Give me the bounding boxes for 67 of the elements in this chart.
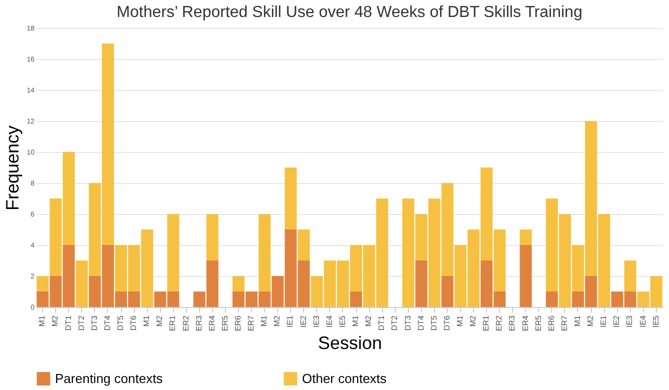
x-tick-label: DT2: [390, 314, 400, 331]
bar: [350, 292, 362, 307]
x-tick-label: ER6: [234, 314, 243, 332]
x-tick-label: M1: [142, 314, 152, 327]
legend-label: Other contexts: [302, 370, 388, 386]
x-tick-label: IE5: [338, 314, 347, 328]
x-tick-label: IE4: [324, 314, 334, 328]
bar: [298, 230, 310, 260]
x-tick-label: DT5: [116, 314, 125, 331]
x-tick-label: DT5: [429, 314, 438, 331]
x-tick-label: M1: [455, 314, 464, 327]
bar: [167, 214, 180, 292]
x-tick-label: IE1: [599, 314, 608, 328]
x-tick-label: ER1: [168, 314, 178, 332]
chart-title: Mothers’ Reported Skill Use over 48 Weeks of DBT Skills Training: [116, 4, 582, 21]
x-tick-label: M2: [50, 314, 60, 327]
x-tick-label: M2: [468, 314, 478, 327]
x-tick-label: ER3: [508, 314, 517, 332]
bar: [520, 230, 532, 245]
x-tick-label: DT4: [416, 314, 426, 331]
bar: [36, 276, 49, 292]
x-axis-title: Session: [318, 333, 382, 354]
x-tick-label: ER2: [181, 314, 190, 332]
x-tick-label: IE5: [651, 314, 660, 328]
x-tick-label: M1: [351, 314, 360, 327]
bar: [415, 260, 428, 307]
x-tick-label: M2: [272, 314, 282, 327]
x-tick-label: DT6: [129, 314, 138, 331]
y-axis-title: Frequency: [2, 125, 23, 211]
x-tick-label: IE2: [612, 314, 622, 328]
x-tick-label: DT1: [64, 314, 73, 331]
bar: [284, 168, 297, 230]
x-tick-label: DT1: [377, 314, 386, 331]
x-tick-label: ER6: [546, 314, 556, 332]
x-tick-label: DT3: [403, 314, 412, 331]
x-tick-label: ER7: [246, 314, 256, 332]
x-tick-label: IE4: [638, 314, 648, 328]
x-tick-label: ER1: [482, 314, 491, 332]
x-tick-label: ER7: [560, 314, 569, 332]
bar: [546, 292, 558, 307]
x-tick-label: ER5: [220, 314, 230, 332]
x-tick-label: M1: [260, 314, 269, 327]
x-tick-label: ER5: [534, 314, 543, 332]
x-tick-label: ER3: [194, 314, 204, 332]
x-tick-label: ER2: [494, 314, 504, 332]
x-tick-label: M1: [573, 314, 582, 327]
bar: [232, 276, 245, 292]
x-tick-label: DT2: [76, 314, 86, 331]
x-tick-label: ER4: [520, 314, 530, 332]
x-tick-label: DT4: [102, 314, 112, 331]
bar: [206, 214, 218, 260]
x-tick-label: M2: [364, 314, 374, 327]
x-tick-label: M2: [155, 314, 164, 327]
x-tick-label: IE1: [286, 314, 295, 328]
bar: [520, 245, 532, 307]
x-tick-label: DT3: [90, 314, 99, 331]
bar: [258, 214, 271, 292]
x-tick-label: ER4: [207, 314, 216, 332]
x-tick-label: M2: [586, 314, 596, 327]
legend-label: Parenting contexts: [55, 370, 164, 386]
bar: [441, 276, 454, 307]
x-tick-label: DT6: [442, 314, 452, 331]
x-tick-label: M1: [38, 314, 47, 327]
x-tick-label: IE3: [312, 314, 321, 328]
bar: [624, 260, 636, 292]
x-tick-label: IE3: [625, 314, 634, 328]
x-tick-label: IE2: [298, 314, 308, 328]
